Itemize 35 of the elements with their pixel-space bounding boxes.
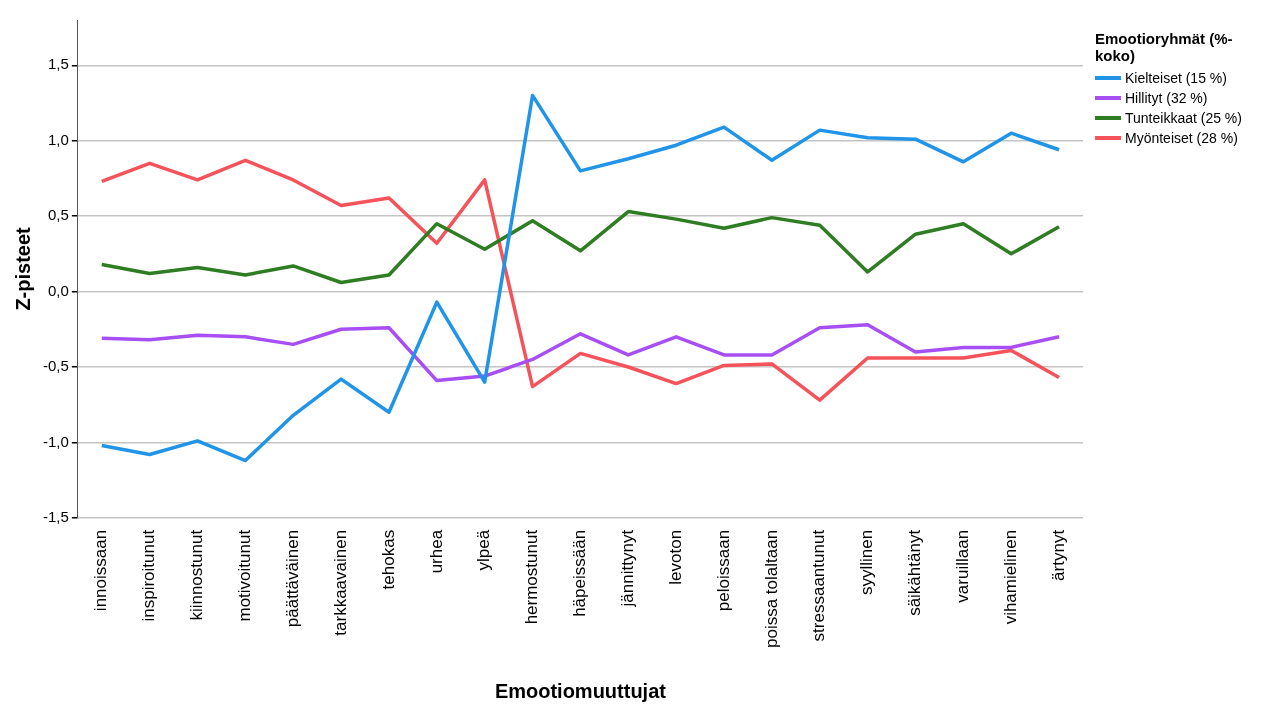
x-tick-label: motivoitunut [235, 529, 255, 622]
x-tick-label: stressaantunut [809, 529, 829, 642]
x-axis-title: Emootiomuuttujat [494, 679, 667, 702]
x-tick-label: tehokas [378, 529, 398, 590]
x-tick-label: syyllinen [857, 529, 877, 596]
y-tick-label: -0,5 [42, 357, 69, 375]
y-tick-label: -1,0 [42, 432, 69, 450]
x-tick-label: ylpeä [474, 529, 494, 571]
y-tick-label: 1,5 [47, 55, 69, 73]
x-tick-label: tarkkaavainen [330, 529, 350, 636]
x-tick-label: ärtynyt [1048, 529, 1068, 581]
y-axis-title: Z-pisteet [11, 226, 34, 311]
y-tick-label: 0,0 [47, 281, 69, 299]
legend-label: Myönteiset (28 %) [1125, 130, 1238, 146]
x-tick-label: kiinnostunut [187, 529, 207, 621]
x-tick-label: päättäväinen [282, 529, 302, 628]
x-tick-label: poissa tolaltaan [761, 529, 781, 648]
x-tick-label: inspiroitunut [139, 529, 159, 622]
y-tick-label: 0,5 [47, 206, 69, 224]
legend-label: Hillityt (32 %) [1125, 90, 1208, 106]
y-tick-label: 1,0 [47, 130, 69, 148]
x-tick-label: jännittynyt [617, 529, 637, 608]
x-tick-label: innoissaan [91, 529, 111, 612]
x-tick-label: varuillaan [953, 529, 973, 603]
legend-title: Emootioryhmät (%-koko) [1095, 30, 1234, 64]
x-tick-label: urhea [426, 529, 446, 574]
x-tick-label: vihamielinen [1000, 529, 1020, 625]
legend-label: Tunteikkaat (25 %) [1125, 110, 1242, 126]
x-tick-label: säikähtänyt [905, 529, 925, 616]
x-tick-label: hermostunut [522, 529, 542, 625]
y-tick-label: -1,5 [42, 508, 69, 525]
x-tick-label: peloissaan [713, 529, 733, 612]
legend-label: Kielteiset (15 %) [1125, 70, 1227, 86]
x-tick-label: häpeissään [570, 529, 590, 617]
x-tick-label: levoton [665, 529, 685, 585]
